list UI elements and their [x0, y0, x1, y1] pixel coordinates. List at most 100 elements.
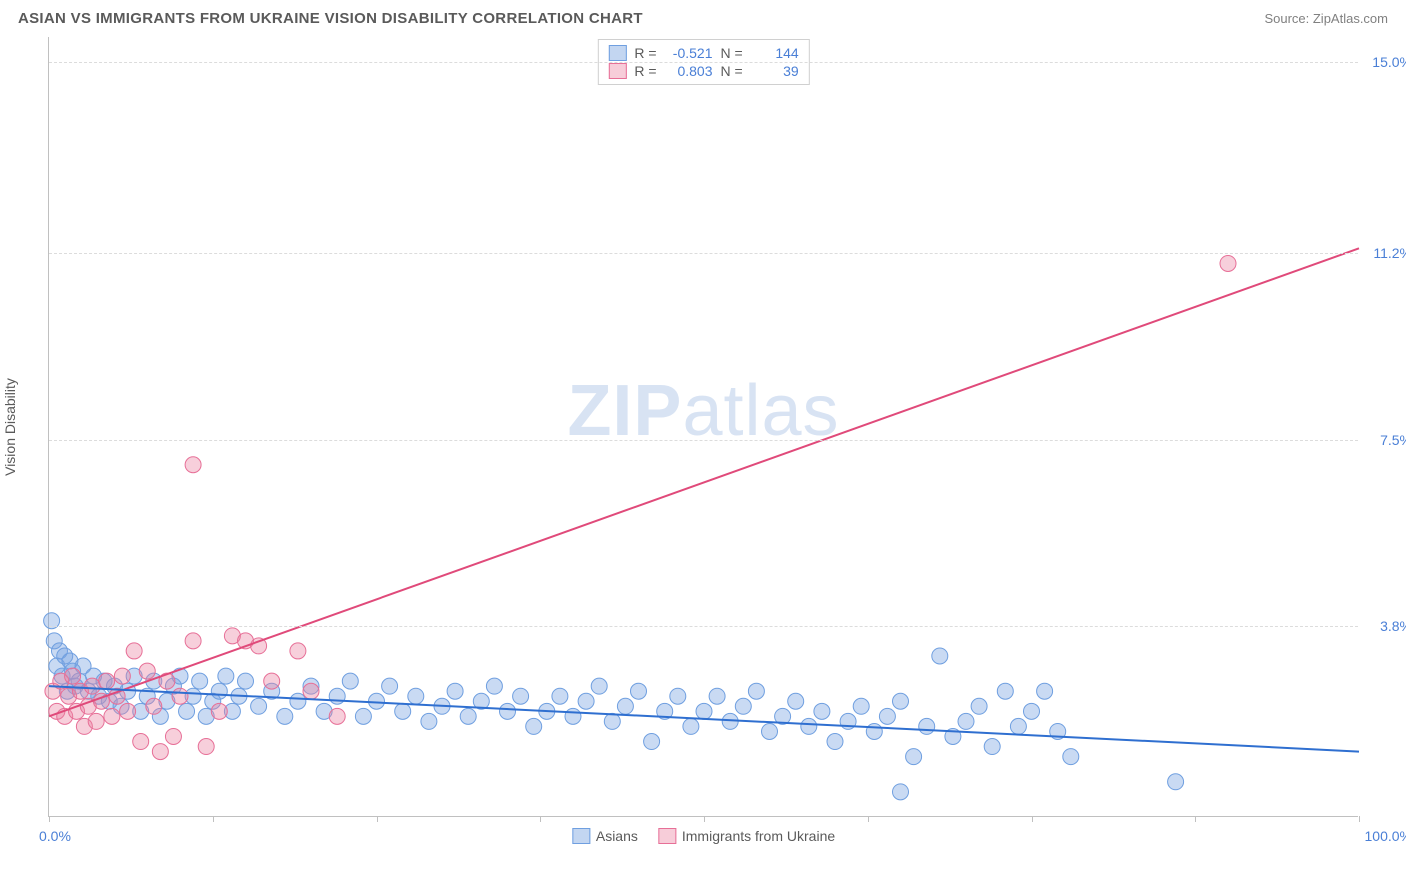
legend-label: Immigrants from Ukraine: [682, 828, 835, 844]
data-point: [251, 698, 267, 714]
swatch-blue-icon: [572, 828, 590, 844]
data-point: [748, 683, 764, 699]
source-name: ZipAtlas.com: [1313, 11, 1388, 26]
data-point: [1024, 703, 1040, 719]
data-point: [644, 734, 660, 750]
data-point: [919, 718, 935, 734]
y-tick-label: 15.0%: [1372, 54, 1406, 70]
x-axis-min-label: 0.0%: [39, 828, 71, 844]
data-point: [185, 457, 201, 473]
series-legend: Asians Immigrants from Ukraine: [572, 828, 835, 844]
data-point: [486, 678, 502, 694]
data-point: [1063, 749, 1079, 765]
source-attribution: Source: ZipAtlas.com: [1264, 11, 1388, 26]
data-point: [500, 703, 516, 719]
data-point: [670, 688, 686, 704]
data-point: [104, 708, 120, 724]
data-point: [762, 723, 778, 739]
data-point: [165, 728, 181, 744]
data-point: [801, 718, 817, 734]
data-point: [179, 703, 195, 719]
data-point: [120, 703, 136, 719]
data-point: [709, 688, 725, 704]
x-tick: [1195, 816, 1196, 822]
trend-line: [49, 248, 1359, 716]
x-tick: [868, 816, 869, 822]
data-point: [192, 673, 208, 689]
data-point: [513, 688, 529, 704]
data-point: [382, 678, 398, 694]
data-point: [617, 698, 633, 714]
x-tick: [49, 816, 50, 822]
data-point: [342, 673, 358, 689]
data-point: [827, 734, 843, 750]
data-point: [565, 708, 581, 724]
data-point: [447, 683, 463, 699]
x-tick: [213, 816, 214, 822]
data-point: [218, 668, 234, 684]
data-point: [631, 683, 647, 699]
grid-line: [49, 440, 1358, 441]
x-axis-max-label: 100.0%: [1365, 828, 1406, 844]
data-point: [211, 703, 227, 719]
data-point: [152, 744, 168, 760]
chart-container: Vision Disability ZIPatlas R = -0.521 N …: [18, 37, 1388, 817]
data-point: [893, 784, 909, 800]
data-point: [526, 718, 542, 734]
data-point: [408, 688, 424, 704]
data-point: [866, 723, 882, 739]
data-point: [1220, 255, 1236, 271]
data-point: [906, 749, 922, 765]
swatch-pink-icon: [658, 828, 676, 844]
data-point: [329, 708, 345, 724]
data-point: [146, 698, 162, 714]
chart-title: ASIAN VS IMMIGRANTS FROM UKRAINE VISION …: [18, 10, 643, 27]
data-point: [264, 673, 280, 689]
data-point: [853, 698, 869, 714]
y-tick-label: 11.2%: [1373, 245, 1406, 261]
data-point: [460, 708, 476, 724]
x-tick: [377, 816, 378, 822]
data-point: [421, 713, 437, 729]
legend-label: Asians: [596, 828, 638, 844]
data-point: [696, 703, 712, 719]
data-point: [683, 718, 699, 734]
trend-line: [49, 686, 1359, 751]
legend-item-asians: Asians: [572, 828, 638, 844]
y-axis-label: Vision Disability: [2, 378, 18, 476]
plot-area: ZIPatlas R = -0.521 N = 144 R = 0.803 N …: [48, 37, 1358, 817]
data-point: [932, 648, 948, 664]
data-point: [211, 683, 227, 699]
grid-line: [49, 626, 1358, 627]
data-point: [99, 673, 115, 689]
data-point: [591, 678, 607, 694]
data-point: [172, 688, 188, 704]
x-tick: [540, 816, 541, 822]
x-tick: [704, 816, 705, 822]
data-point: [290, 643, 306, 659]
data-point: [198, 739, 214, 755]
data-point: [958, 713, 974, 729]
data-point: [355, 708, 371, 724]
data-point: [84, 678, 100, 694]
chart-header: ASIAN VS IMMIGRANTS FROM UKRAINE VISION …: [0, 0, 1406, 33]
y-tick-label: 3.8%: [1380, 618, 1406, 634]
data-point: [277, 708, 293, 724]
data-point: [814, 703, 830, 719]
data-point: [788, 693, 804, 709]
data-point: [1037, 683, 1053, 699]
data-point: [114, 668, 130, 684]
data-point: [88, 713, 104, 729]
source-prefix: Source:: [1264, 11, 1312, 26]
grid-line: [49, 62, 1358, 63]
data-point: [971, 698, 987, 714]
x-tick: [1032, 816, 1033, 822]
scatter-svg: [49, 37, 1358, 816]
data-point: [1010, 718, 1026, 734]
data-point: [578, 693, 594, 709]
data-point: [893, 693, 909, 709]
x-tick: [1359, 816, 1360, 822]
data-point: [395, 703, 411, 719]
y-tick-label: 7.5%: [1380, 432, 1406, 448]
data-point: [133, 734, 149, 750]
